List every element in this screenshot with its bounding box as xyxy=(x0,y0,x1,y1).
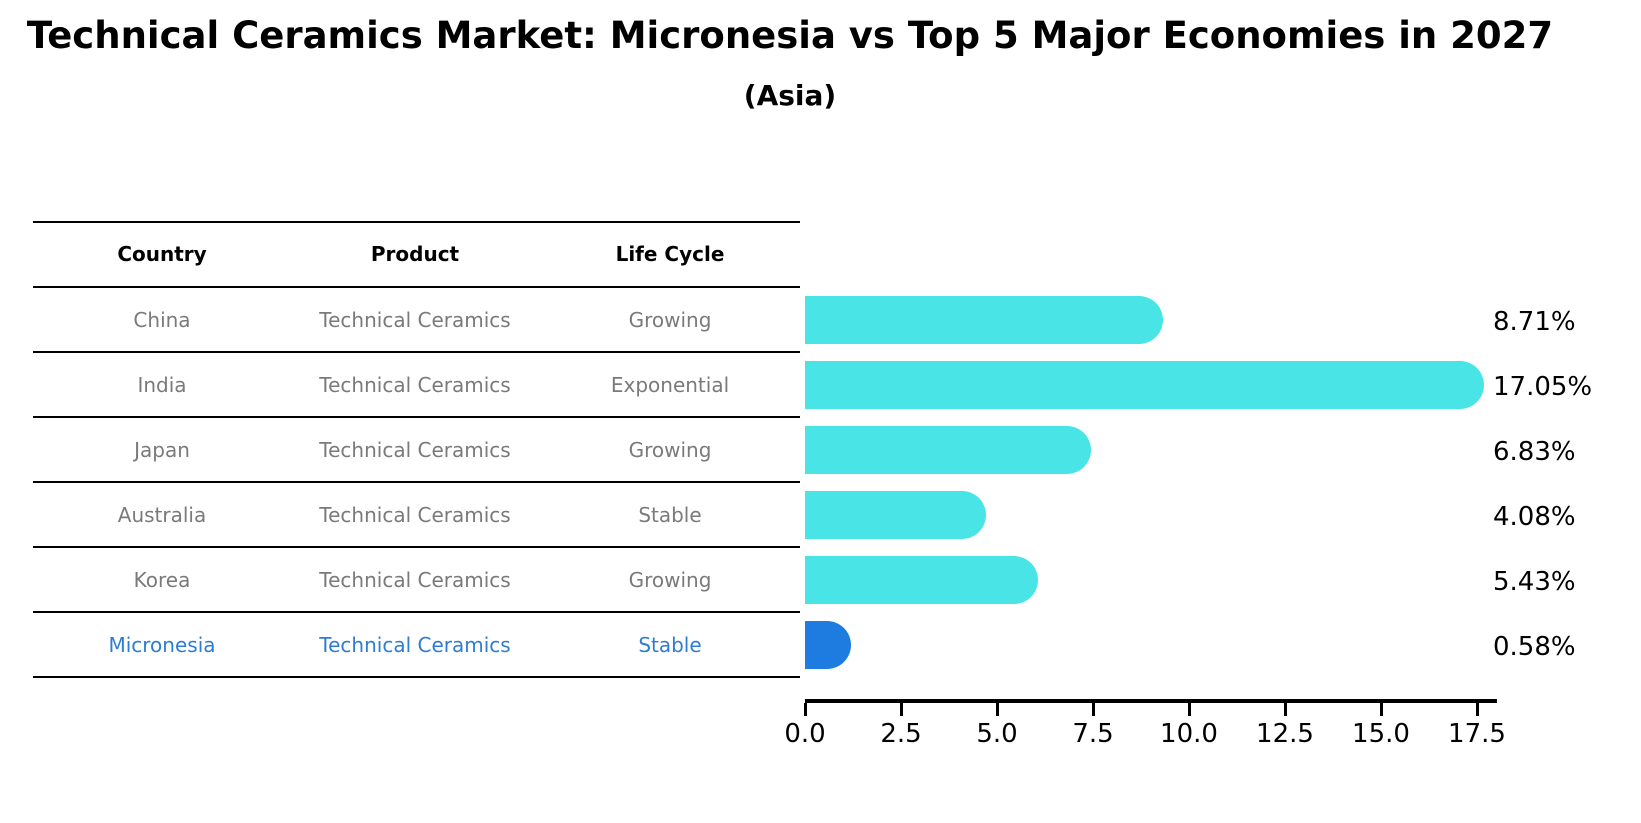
x-axis-tick-label: 7.5 xyxy=(1072,719,1114,749)
bar-india xyxy=(805,360,1484,409)
table-cell-life-cycle: Stable xyxy=(638,632,702,657)
bar-australia xyxy=(805,490,986,539)
table-cell-country: India xyxy=(137,372,187,397)
x-axis-tick-label: 5.0 xyxy=(976,719,1018,749)
table-divider-line xyxy=(33,351,800,353)
x-axis-tick-label: 15.0 xyxy=(1352,719,1410,749)
x-axis-tick-label: 10.0 xyxy=(1160,719,1218,749)
chart-title: Technical Ceramics Market: Micronesia vs… xyxy=(26,14,1554,57)
chart-subtitle: (Asia) xyxy=(743,79,837,112)
x-axis-tick xyxy=(996,703,999,716)
table-divider-line xyxy=(33,221,800,223)
table-cell-product: Technical Ceramics xyxy=(319,307,511,332)
bar-china xyxy=(805,295,1163,344)
table-divider-line xyxy=(33,611,800,613)
table-divider-line xyxy=(33,481,800,483)
x-axis-tick xyxy=(1092,703,1095,716)
x-axis-tick xyxy=(1476,703,1479,716)
bar-value-label: 5.43% xyxy=(1493,566,1576,597)
x-axis-tick-label: 0.0 xyxy=(784,719,826,749)
table-divider-line xyxy=(33,546,800,548)
table-cell-life-cycle: Growing xyxy=(628,437,712,462)
x-axis-tick-label: 12.5 xyxy=(1256,719,1314,749)
x-axis-tick xyxy=(900,703,903,716)
table-divider-line xyxy=(33,416,800,418)
table-cell-country: Micronesia xyxy=(108,632,216,657)
x-axis-tick xyxy=(804,703,807,716)
bar-value-label: 6.83% xyxy=(1493,436,1576,467)
bar-micronesia xyxy=(805,620,851,669)
x-axis-tick xyxy=(1284,703,1287,716)
table-cell-country: China xyxy=(133,307,191,332)
bar-value-label: 4.08% xyxy=(1493,501,1576,532)
table-cell-product: Technical Ceramics xyxy=(319,437,511,462)
table-cell-life-cycle: Stable xyxy=(638,502,702,527)
table-cell-life-cycle: Growing xyxy=(628,307,712,332)
table-divider-line xyxy=(33,286,800,288)
bar-japan xyxy=(805,425,1091,474)
x-axis-tick xyxy=(1380,703,1383,716)
table-cell-product: Technical Ceramics xyxy=(319,502,511,527)
bar-value-label: 0.58% xyxy=(1493,631,1576,662)
table-divider-line xyxy=(33,676,800,678)
table-header-life-cycle: Life Cycle xyxy=(615,242,725,266)
x-axis-line xyxy=(805,699,1497,703)
table-cell-country: Korea xyxy=(133,567,191,592)
x-axis-tick-label: 2.5 xyxy=(880,719,922,749)
x-axis-tick xyxy=(1188,703,1191,716)
table-cell-product: Technical Ceramics xyxy=(319,567,511,592)
table-cell-country: Japan xyxy=(134,437,190,462)
table-cell-product: Technical Ceramics xyxy=(319,632,511,657)
table-header-country: Country xyxy=(117,242,207,266)
table-cell-life-cycle: Exponential xyxy=(610,372,730,397)
table-cell-product: Technical Ceramics xyxy=(319,372,511,397)
table-header-product: Product xyxy=(370,242,460,266)
table-cell-country: Australia xyxy=(117,502,207,527)
x-axis-tick-label: 17.5 xyxy=(1448,719,1506,749)
bar-korea xyxy=(805,555,1038,604)
bar-value-label: 17.05% xyxy=(1493,371,1593,402)
bar-value-label: 8.71% xyxy=(1493,306,1576,337)
table-cell-life-cycle: Growing xyxy=(628,567,712,592)
